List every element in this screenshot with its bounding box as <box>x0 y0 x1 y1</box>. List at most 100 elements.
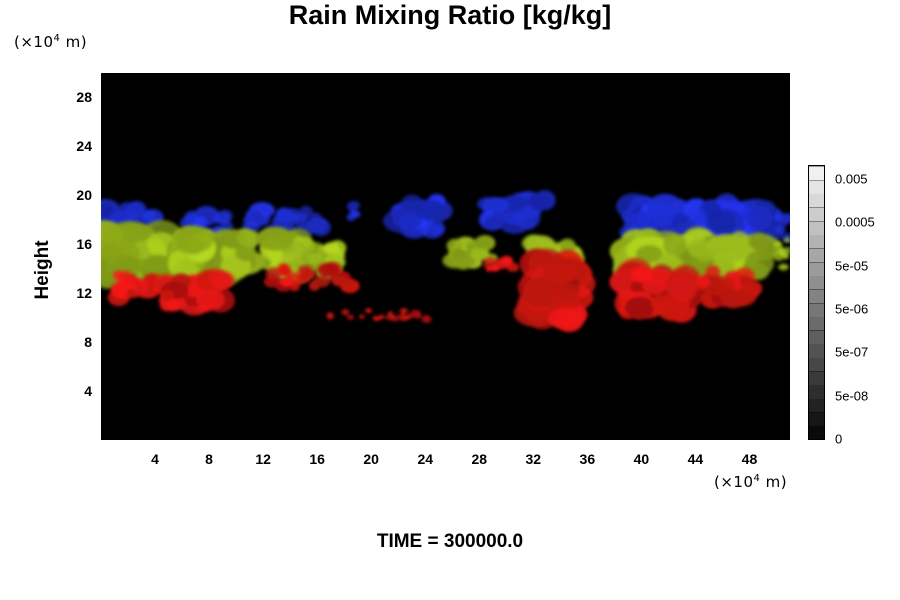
rain-cloud-lower <box>513 248 596 333</box>
rain-blob <box>749 232 768 251</box>
rain-blob <box>326 312 335 320</box>
rain-blob <box>421 315 432 324</box>
rain-blob <box>365 308 372 314</box>
rain-blob <box>732 291 756 307</box>
rain-blob <box>663 233 687 257</box>
colorbar-level <box>809 425 824 440</box>
colorbar-level <box>809 384 824 399</box>
rain-blob <box>161 289 174 302</box>
rain-blob <box>112 270 125 281</box>
rain-blob <box>624 296 655 319</box>
rain-blob <box>307 252 323 265</box>
x-tick-label: 16 <box>309 451 325 467</box>
rain-blob <box>635 245 664 263</box>
rain-blob <box>399 308 408 314</box>
rain-blob <box>101 243 122 264</box>
rain-blob <box>650 295 675 312</box>
rain-blob <box>310 242 323 252</box>
colorbar-level <box>809 247 824 263</box>
rain-blob <box>323 242 339 254</box>
rain-blob <box>746 205 773 231</box>
rain-cloud-upper <box>346 201 361 222</box>
rain-blob <box>358 314 365 320</box>
rain-blob <box>330 271 352 286</box>
rain-blob <box>470 247 490 261</box>
rain-blob <box>705 234 750 263</box>
colorbar-level <box>809 316 824 331</box>
rain-blob <box>256 226 294 251</box>
y-tick-label: 16 <box>76 236 92 253</box>
rain-cloud-lower <box>694 265 763 309</box>
rain-blob <box>542 261 578 285</box>
colorbar <box>808 165 825 440</box>
plot-area <box>101 73 790 440</box>
rain-blob <box>548 307 582 330</box>
colorbar-level <box>809 234 824 249</box>
colorbar-level <box>809 275 824 290</box>
y-tick-label: 20 <box>76 187 92 204</box>
rain-blob <box>784 237 790 243</box>
heatmap-canvas <box>101 189 790 333</box>
y-tick-label: 24 <box>76 138 92 155</box>
y-unit-prefix: (×10 <box>14 33 54 51</box>
x-tick-label: 28 <box>471 451 488 467</box>
rain-blob <box>696 248 715 262</box>
rain-blob <box>351 210 361 218</box>
rain-blob <box>696 276 710 288</box>
rain-blob <box>275 207 294 224</box>
rain-blob <box>406 314 412 320</box>
rain-blob <box>559 238 577 255</box>
rain-blob <box>630 266 654 283</box>
colorbar-tick-label: 0 <box>835 431 843 447</box>
y-tick-label: 12 <box>76 285 92 302</box>
rain-cloud-lower <box>609 258 705 323</box>
x-tick-label: 20 <box>363 451 379 467</box>
x-unit-label: (×104 m) <box>714 473 787 491</box>
rain-blob <box>101 202 114 217</box>
rain-blob <box>630 210 659 233</box>
chart-title: Rain Mixing Ratio [kg/kg] <box>288 0 612 30</box>
colorbar-level <box>809 329 824 344</box>
rain-blob <box>773 241 783 248</box>
rain-blob <box>209 270 235 290</box>
colorbar-level <box>809 261 824 276</box>
colorbar-level <box>809 411 824 426</box>
rain-blob <box>784 246 790 254</box>
rain-blob <box>143 210 156 222</box>
rain-cloud-upper <box>382 193 453 239</box>
rain-blob <box>193 216 207 229</box>
x-tick-label: 44 <box>687 451 704 467</box>
rain-cloud-lower <box>263 262 360 294</box>
colorbar-level <box>809 302 824 317</box>
colorbar-tick-label: 5e-07 <box>835 344 869 360</box>
rain-blob <box>317 262 339 277</box>
rain-blob <box>521 235 547 252</box>
rain-blob <box>346 204 357 211</box>
rain-cloud-middle <box>772 237 790 271</box>
rain-blob <box>281 267 293 278</box>
rain-blob <box>706 209 736 235</box>
rain-blob <box>279 278 293 286</box>
rain-blob <box>667 275 698 300</box>
rain-blob <box>398 313 406 320</box>
rain-blob <box>731 201 746 214</box>
y-unit-exponent: 4 <box>53 33 61 44</box>
rain-blob <box>514 207 541 229</box>
colorbar-level <box>809 179 824 194</box>
colorbar-level <box>809 398 824 413</box>
x-tick-label: 48 <box>741 451 758 467</box>
y-tick-label: 8 <box>84 334 92 351</box>
rain-blob <box>306 217 328 234</box>
x-unit-suffix: m) <box>760 473 788 491</box>
rain-blob <box>449 247 467 260</box>
colorbar-level <box>809 343 824 358</box>
rain-blob <box>235 244 257 262</box>
rain-blob <box>522 277 557 309</box>
x-tick-label: 24 <box>417 451 434 467</box>
colorbar-tick-label: 5e-05 <box>835 258 869 274</box>
x-tick-label: 4 <box>151 451 159 467</box>
y-tick-label: 4 <box>84 383 92 400</box>
rain-blob <box>484 216 501 229</box>
rain-cloud-lower <box>326 308 432 324</box>
colorbar-level <box>809 220 824 235</box>
